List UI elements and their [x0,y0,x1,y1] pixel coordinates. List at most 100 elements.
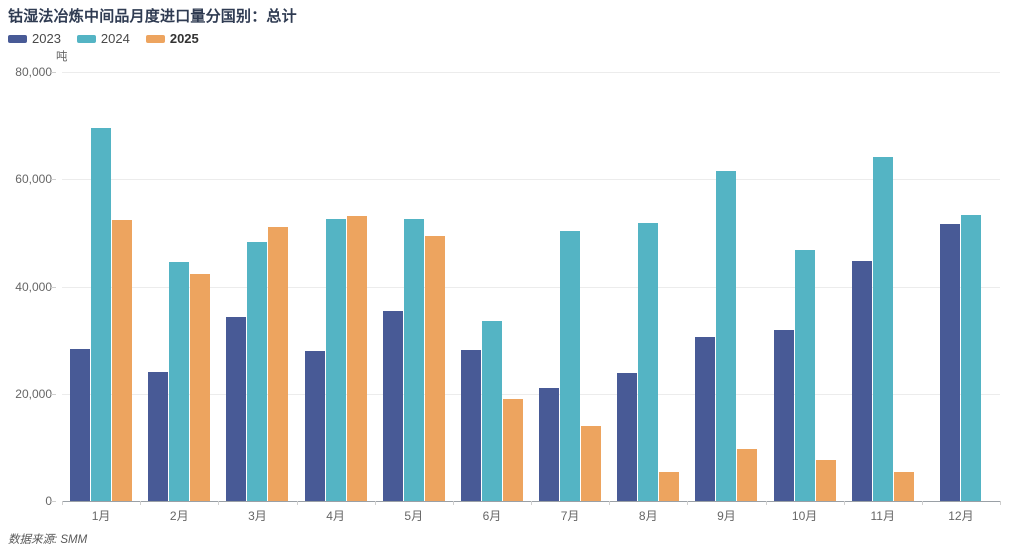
x-axis-tick-label: 5月 [404,509,424,523]
x-axis-tick-label: 7月 [560,509,580,523]
x-axis-tick [1000,501,1001,505]
x-axis-tick [452,501,454,505]
x-axis-tick [296,501,298,505]
y-axis-tick-label: 80,000 [15,65,52,79]
legend-label: 2025 [169,31,199,46]
bar-2024-1月[interactable] [91,128,112,501]
bar-2023-6月[interactable] [460,350,481,501]
y-axis-tick [51,393,56,395]
plot-area [62,72,1000,502]
bar-group-7月 [531,72,609,501]
bar-group-3月 [218,72,296,501]
bar-2025-11月[interactable] [893,472,914,501]
bar-2025-4月[interactable] [346,216,367,501]
bar-2023-7月[interactable] [539,387,560,501]
bar-2023-10月[interactable] [773,329,794,501]
bar-2024-3月[interactable] [247,242,268,501]
bar-2023-3月[interactable] [226,316,247,501]
y-axis-tick-label: 0 [45,494,52,508]
bar-2023-12月[interactable] [940,223,961,501]
bar-2024-12月[interactable] [961,215,982,501]
x-axis-tick-label: 9月 [717,509,736,523]
legend: 2023 2024 2025 [8,31,199,46]
bar-2024-4月[interactable] [325,218,346,501]
y-axis-tick-label: 40,000 [15,279,52,294]
gridline [62,179,1000,181]
gridline [62,72,1000,73]
bar-group-8月 [609,72,687,501]
bar-2024-9月[interactable] [716,170,737,501]
x-axis-tick [609,501,611,505]
bar-2024-7月[interactable] [560,231,581,501]
bar-group-9月 [687,72,765,501]
bar-group-2月 [140,72,218,501]
bar-2025-1月[interactable] [112,220,133,501]
gridline [62,393,1000,395]
legend-item-2025[interactable]: 2025 [145,31,199,46]
x-axis-tick [62,501,63,505]
bar-2023-8月[interactable] [617,373,638,501]
bar-2025-2月[interactable] [190,274,211,501]
x-axis-tick-label: 12月 [948,509,974,523]
y-axis-tick-label: 60,000 [15,172,52,187]
chart-title: 钴湿法冶炼中间品月度进口量分国别：总计 [8,8,297,25]
legend-swatch-2024-icon [76,34,96,43]
legend-label: 2024 [100,31,130,46]
x-axis-tick [374,501,376,505]
bar-2025-6月[interactable] [502,399,523,501]
legend-item-2023[interactable]: 2023 [8,31,61,46]
legend-swatch-2023-icon [8,34,27,43]
x-axis-tick-label: 11月 [870,509,895,523]
bar-2025-9月[interactable] [737,448,758,501]
x-axis-tick-label: 3月 [248,509,267,523]
bar-2025-5月[interactable] [424,235,445,501]
bar-group-12月 [922,72,1000,501]
data-source-note: 数据来源: SMM [8,534,88,546]
legend-swatch-2025-icon [145,34,165,43]
bar-2025-7月[interactable] [581,426,602,501]
bar-2023-11月[interactable] [851,260,872,501]
y-axis-unit-label: 吨 [56,51,68,63]
x-axis-tick [531,501,532,505]
legend-item-2024[interactable]: 2024 [76,31,130,46]
bar-2025-8月[interactable] [659,472,680,501]
bar-group-1月 [62,72,140,501]
x-axis-tick-label: 8月 [638,509,658,523]
bar-2023-5月[interactable] [382,311,403,501]
x-axis-tick-label: 10月 [791,509,818,523]
bar-2025-3月[interactable] [268,226,289,501]
x-axis-tick [843,501,845,505]
x-axis-tick [765,501,767,505]
x-axis-tick-label: 2月 [169,509,189,523]
y-axis-tick [51,72,56,73]
bar-2024-10月[interactable] [794,250,815,501]
bar-group-4月 [297,72,375,501]
bar-2024-8月[interactable] [638,223,659,501]
bar-2024-2月[interactable] [169,262,190,501]
x-axis-tick [687,501,689,505]
bar-group-5月 [375,72,453,501]
legend-label: 2023 [32,31,61,46]
x-axis-labels: 1月 2月 3月 4月 5月 6月 7月 8月 9月 10月 11月 12月 [62,505,1000,523]
x-axis-tick [140,501,142,505]
bar-2023-2月[interactable] [148,372,169,501]
bar-group-11月 [844,72,922,501]
x-axis-tick-label: 4月 [326,509,345,523]
bar-group-6月 [453,72,531,501]
bar-2023-4月[interactable] [304,350,325,501]
bar-2024-5月[interactable] [403,219,424,501]
bar-2023-9月[interactable] [695,336,716,501]
y-axis-tick [51,286,56,288]
bar-2023-1月[interactable] [70,349,91,501]
y-axis-labels: 0 20,000 40,000 60,000 80,000 [0,65,56,508]
x-axis-tick [218,501,220,505]
bar-2025-10月[interactable] [815,460,836,501]
x-axis-tick-label: 1月 [91,509,111,523]
bar-group-10月 [766,72,844,501]
gridline [62,286,1000,288]
bar-2024-11月[interactable] [872,156,893,501]
y-axis-tick [51,501,56,502]
x-axis-tick [921,501,923,505]
bar-2024-6月[interactable] [481,320,502,501]
